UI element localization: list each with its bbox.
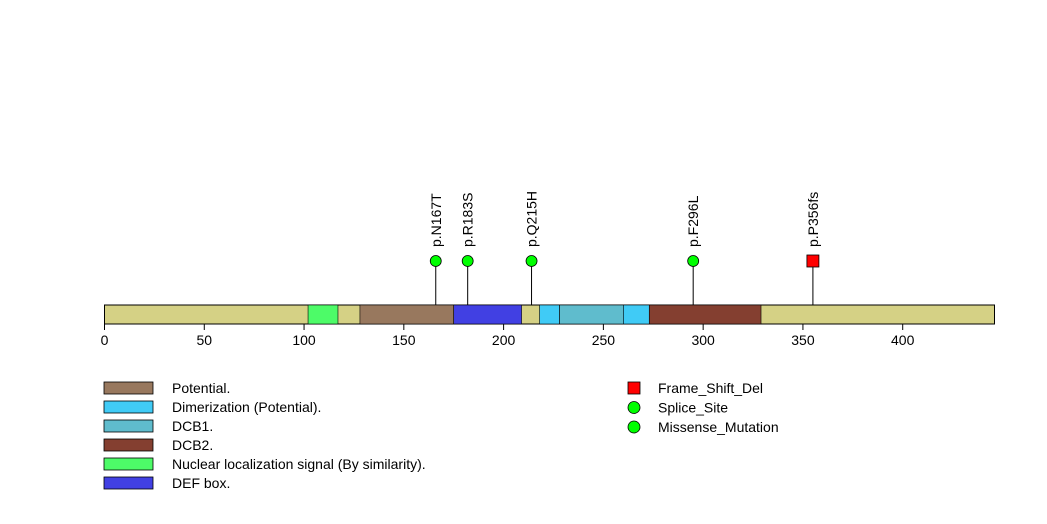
domain-block — [648, 304, 762, 325]
domain-legend-label: Nuclear localization signal (By similari… — [172, 456, 426, 472]
tick-label: 400 — [891, 332, 915, 348]
mutation-legend-square — [627, 381, 641, 395]
tick-label: 100 — [292, 332, 316, 348]
mutation-legend: Frame_Shift_Del Splice_Site Missense_Mutat… — [627, 380, 779, 435]
x-axis: 0 50 100 150 200 250 300 350 400 — [101, 323, 915, 348]
mutation-legend-label: Missense_Mutation — [658, 419, 779, 435]
domain-legend-label: DCB1. — [172, 418, 213, 434]
domain-legend-swatch — [103, 457, 154, 471]
tick-label: 50 — [196, 332, 212, 348]
tick-label: 250 — [592, 332, 616, 348]
mutation-marker-circle — [687, 255, 700, 267]
domain-legend: Potential. Dimerization (Potential). DCB1.… — [103, 380, 426, 491]
mutation-marker-square — [806, 254, 820, 268]
mutation-label: p.P356fs — [805, 192, 821, 247]
mutation-marker-circle — [461, 255, 474, 267]
tick-label: 200 — [492, 332, 516, 348]
mutation-label: p.R183S — [460, 193, 476, 247]
mutation-label: p.F296L — [685, 195, 701, 247]
domain-legend-swatch — [103, 419, 154, 433]
tick-label: 150 — [392, 332, 416, 348]
protein-track — [104, 304, 995, 325]
mutation-lollipops: p.N167T p.R183S p.Q215H p.F296L p.P356fs — [428, 191, 821, 305]
mutation-legend-circle — [627, 401, 641, 414]
domain-block — [539, 304, 560, 325]
mutation-marker-circle — [525, 255, 538, 267]
domain-block — [453, 304, 522, 325]
domain-legend-label: Dimerization (Potential). — [172, 399, 321, 415]
domain-legend-swatch — [103, 400, 154, 414]
tick-label: 300 — [691, 332, 715, 348]
domain-legend-swatch — [103, 438, 154, 452]
tick-label: 0 — [101, 332, 109, 348]
domain-block — [559, 304, 624, 325]
domain-legend-label: Potential. — [172, 380, 230, 396]
tick-label: 350 — [791, 332, 815, 348]
mutation-legend-label: Splice_Site — [658, 400, 728, 416]
domain-legend-label: DEF box. — [172, 475, 230, 491]
domain-block — [307, 304, 339, 325]
domain-legend-swatch — [103, 381, 154, 395]
mutation-legend-circle — [627, 420, 641, 434]
domain-block — [623, 304, 650, 325]
domain-legend-label: DCB2. — [172, 437, 213, 453]
mutation-label: p.Q215H — [524, 191, 540, 247]
mutation-legend-label: Frame_Shift_Del — [658, 380, 763, 396]
mutation-label: p.N167T — [428, 193, 444, 247]
mutation-marker-circle — [429, 255, 442, 267]
domain-legend-swatch — [103, 476, 154, 490]
domain-block — [359, 304, 455, 325]
